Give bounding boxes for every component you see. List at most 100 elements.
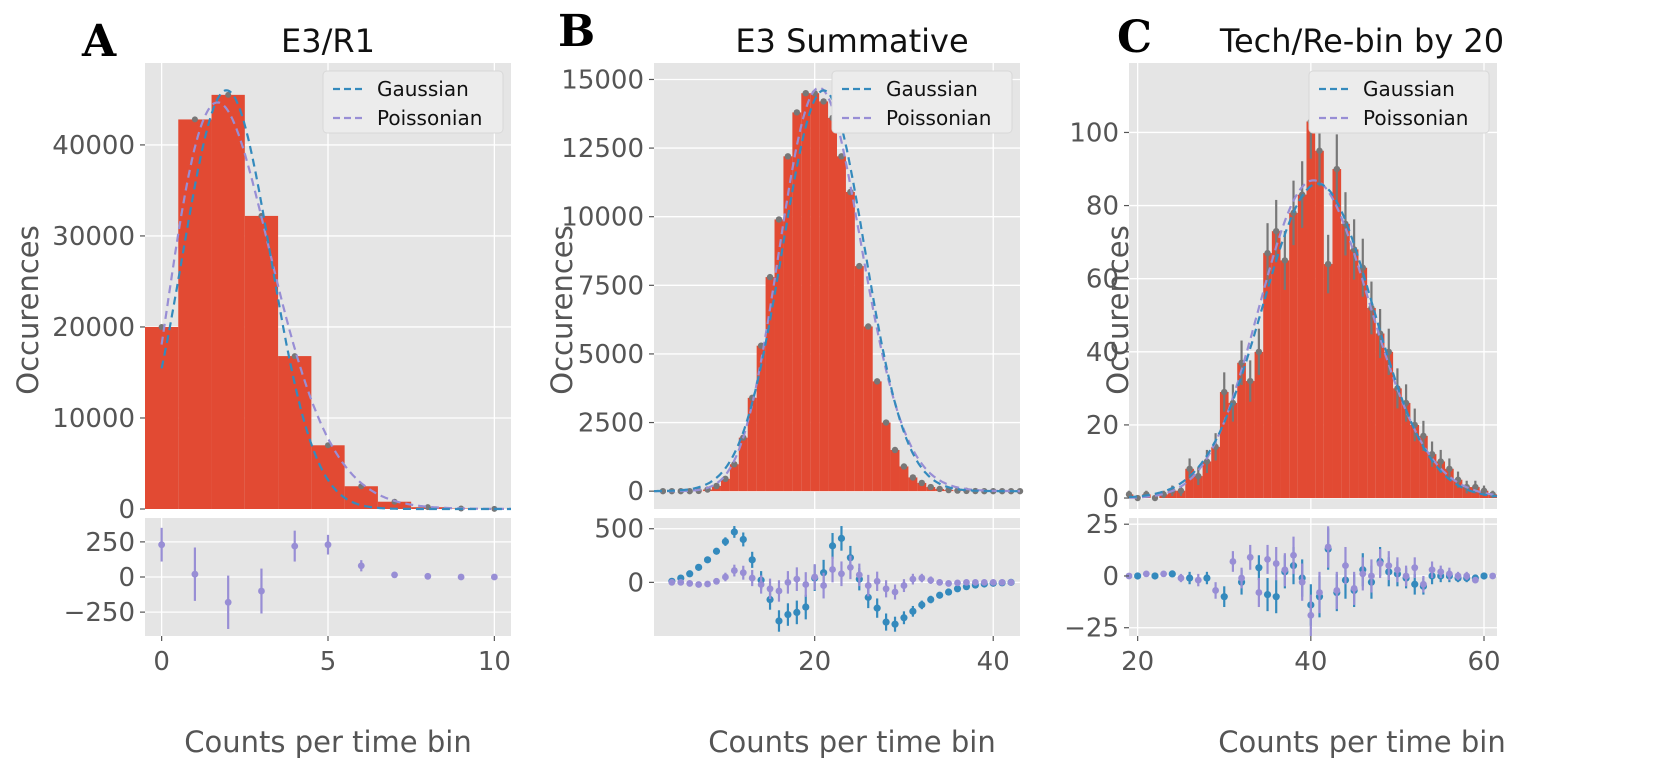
data-point — [927, 483, 934, 491]
poissonian-residual-point — [1324, 543, 1332, 551]
histogram-bar — [1315, 150, 1324, 499]
poissonian-residual-point — [1342, 562, 1349, 570]
data-point — [225, 91, 232, 98]
poissonian-residual-point — [1411, 564, 1419, 572]
poissonian-residual-point — [748, 574, 756, 582]
y-tick-label: 0 — [118, 495, 135, 525]
gaussian-residual-point — [686, 570, 694, 578]
histogram-bar — [1419, 435, 1428, 499]
histogram-bar — [819, 101, 829, 492]
gaussian-residual-point — [944, 588, 953, 596]
gaussian-residual-point — [936, 591, 944, 599]
data-point — [731, 461, 738, 468]
poissonian-residual-point — [677, 578, 685, 586]
poissonian-fit-line — [160, 101, 511, 510]
histogram-bar — [1367, 307, 1376, 499]
residual-plot: −25 0 25 20 40 60 — [1064, 510, 1500, 677]
y-tick-label: 60 — [1086, 265, 1119, 295]
data-point — [1281, 257, 1289, 264]
data-point — [793, 109, 801, 116]
poissonian-residual-point — [1272, 560, 1280, 567]
poissonian-residual-point — [954, 579, 961, 587]
gaussian-residual-point — [775, 617, 783, 625]
histogram-bar — [828, 117, 837, 492]
poissonian-residual-point — [1394, 566, 1401, 574]
histogram-bar — [1289, 212, 1298, 499]
poissonian-residual-point — [191, 570, 199, 578]
y-tick-label: 2500 — [578, 409, 644, 439]
y-tick-label: 5000 — [578, 340, 644, 370]
x-tick-label: 40 — [1294, 647, 1327, 677]
histogram-bar — [917, 482, 927, 492]
poissonian-residual-point — [730, 567, 738, 574]
x-tick-label: 40 — [977, 647, 1010, 677]
data-point — [873, 378, 881, 385]
residual-y-tick-label: −25 — [1064, 614, 1119, 644]
histogram-bar — [837, 156, 846, 492]
data-point — [820, 98, 827, 105]
main-plot: 0 2500 5000 7500 10000 12500 15000 Gaussian Pois… — [561, 63, 1024, 509]
x-axis-label: Counts per time bin — [708, 725, 995, 759]
gaussian-residual-point — [837, 534, 846, 542]
histogram-bar — [1393, 388, 1402, 499]
histogram-bar — [1228, 402, 1238, 499]
histogram-bar — [1341, 223, 1350, 499]
data-point — [1333, 165, 1341, 173]
poissonian-residual-point — [1368, 572, 1375, 580]
data-point — [802, 89, 809, 97]
y-tick-label: 40 — [1086, 338, 1119, 368]
y-tick-label: 20 — [1086, 411, 1119, 441]
data-point — [936, 485, 943, 493]
data-point — [1324, 260, 1332, 268]
histogram-bar — [1211, 446, 1220, 499]
data-point — [865, 323, 872, 330]
poissonian-residual-point — [1463, 572, 1471, 580]
gaussian-fit-line — [1128, 182, 1498, 499]
gaussian-fit-line — [160, 89, 511, 511]
y-tick-label: 40000 — [52, 131, 135, 161]
data-point — [1264, 249, 1271, 257]
data-point — [1480, 487, 1488, 494]
poissonian-residual-point — [1307, 611, 1315, 619]
histogram-bar — [1384, 351, 1394, 499]
data-point — [686, 487, 693, 495]
poissonian-residual-point — [846, 563, 854, 571]
y-axis-label: Occurences — [545, 225, 579, 395]
histogram-bar — [720, 478, 730, 492]
histogram-bar — [1453, 479, 1463, 499]
gaussian-residual-point — [695, 563, 703, 571]
histogram-bar — [145, 326, 179, 509]
histogram-bar — [899, 466, 909, 492]
poissonian-residual-point — [918, 574, 926, 582]
histogram-bar — [1445, 468, 1454, 499]
poissonian-residual-point — [793, 575, 801, 583]
histogram-bar — [1358, 267, 1368, 499]
y-tick-label: 100 — [1069, 118, 1119, 148]
poissonian-residual-point — [424, 572, 432, 580]
poissonian-residual-point — [1177, 574, 1185, 582]
poissonian-residual-point — [1255, 589, 1263, 596]
histogram-bar — [1185, 468, 1194, 499]
gaussian-residual-point — [864, 593, 872, 601]
poissonian-residual-point — [838, 570, 845, 578]
poissonian-residual-point — [855, 571, 863, 579]
main-plot: 0 20 40 60 80 100 Gaussian Poissonian — [1069, 63, 1498, 514]
histogram-bar — [890, 449, 900, 492]
poissonian-residual-point — [490, 573, 498, 581]
histogram-bar — [1245, 381, 1255, 499]
data-point — [1446, 465, 1453, 472]
poissonian-residual-point — [963, 578, 970, 586]
gaussian-residual-point — [721, 538, 730, 546]
data-point — [909, 474, 917, 481]
data-point — [1428, 450, 1436, 458]
poissonian-residual-point — [775, 587, 783, 595]
histogram-bar — [1349, 249, 1359, 499]
panel-c: C Tech/Re-bin by 20 Counts per time bin … — [1064, 12, 1506, 759]
poissonian-residual-point — [686, 580, 694, 587]
histogram-bar — [1410, 424, 1420, 499]
histogram-bar — [1219, 392, 1229, 499]
histogram-bar — [244, 215, 279, 509]
legend-box — [1308, 70, 1490, 134]
gaussian-residual-point — [1272, 593, 1280, 601]
histogram-bar — [765, 277, 775, 492]
